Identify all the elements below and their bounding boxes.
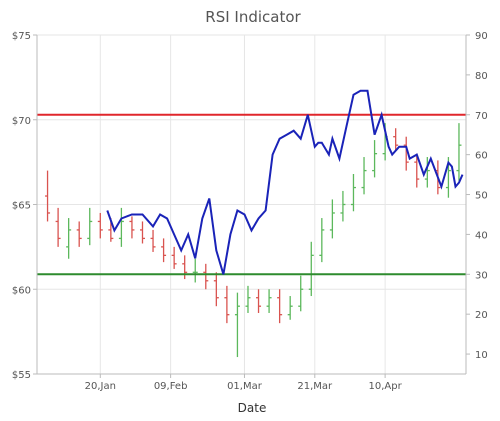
- y-tick-label: $75: [12, 31, 31, 42]
- y-tick-label: $70: [12, 116, 31, 127]
- ohlc-bar: [97, 212, 103, 239]
- y2-tick-label: 70: [475, 111, 488, 122]
- y2-tick-label: 80: [475, 71, 488, 82]
- y-axis-ticks: $55 $60 $65 $70 $75: [12, 31, 37, 381]
- ohlc-bar: [266, 289, 272, 313]
- y2-tick-label: 50: [475, 191, 488, 202]
- ohlc-bar: [192, 258, 198, 283]
- ohlc-bar: [203, 263, 209, 290]
- ohlc-bar: [372, 140, 378, 178]
- ohlc-bar: [76, 221, 82, 247]
- ohlc-bar: [213, 272, 219, 307]
- ohlc-bar: [340, 190, 346, 222]
- ohlc-bar: [45, 170, 51, 222]
- rsi-line: [106, 89, 464, 275]
- y-tick-label: $65: [12, 201, 31, 212]
- x-tick-label: 09,Feb: [154, 381, 188, 392]
- ohlc-bar: [277, 289, 283, 324]
- y2-tick-label: 90: [475, 31, 488, 42]
- ohlc-bar: [129, 216, 135, 239]
- ohlc-series: [45, 123, 462, 358]
- ohlc-bar: [424, 157, 430, 188]
- ohlc-bar: [393, 128, 399, 151]
- ohlc-bar: [55, 207, 61, 247]
- ohlc-bar: [118, 207, 124, 247]
- y-tick-label: $55: [12, 370, 31, 381]
- y2-tick-label: 40: [475, 230, 488, 241]
- ohlc-bar: [150, 229, 156, 252]
- y2-axis-ticks: 10 20 30 40 50 60 70 80 90: [466, 31, 488, 361]
- ohlc-bar: [66, 218, 72, 259]
- ohlc-bar: [329, 199, 335, 239]
- ohlc-bar: [403, 136, 409, 171]
- ohlc-bar: [319, 218, 325, 263]
- ohlc-bar: [456, 123, 462, 181]
- ohlc-bar: [350, 173, 356, 212]
- y-tick-label: $60: [12, 285, 31, 296]
- ohlc-bar: [414, 153, 420, 188]
- ohlc-bar: [361, 157, 367, 195]
- ohlc-bar: [182, 255, 188, 280]
- chart-title: RSI Indicator: [205, 8, 301, 26]
- ohlc-bar: [224, 285, 230, 324]
- x-tick-label: 20,Jan: [85, 381, 116, 392]
- ohlc-bar: [234, 292, 240, 358]
- ohlc-bar: [161, 238, 167, 263]
- level-lines: [37, 113, 466, 276]
- ohlc-bar: [287, 296, 293, 320]
- x-tick-label: 01,Mar: [227, 381, 263, 392]
- x-axis-ticks: 20,Jan 09,Feb 01,Mar 21,Mar 10,Apr: [85, 374, 403, 392]
- x-axis-title: Date: [238, 401, 267, 415]
- ohlc-bar: [298, 275, 304, 312]
- ohlc-bar: [171, 246, 177, 269]
- ohlc-bar: [256, 289, 262, 313]
- y2-tick-label: 60: [475, 151, 488, 162]
- ohlc-bar: [87, 207, 93, 246]
- x-tick-label: 10,Apr: [369, 381, 403, 392]
- y2-tick-label: 30: [475, 270, 488, 281]
- gridlines: [37, 34, 466, 375]
- y2-tick-label: 10: [475, 350, 488, 361]
- x-tick-label: 21,Mar: [297, 381, 333, 392]
- y2-tick-label: 20: [475, 310, 488, 321]
- ohlc-bar: [308, 241, 314, 297]
- ohlc-bar: [139, 221, 145, 244]
- ohlc-bar: [245, 285, 251, 313]
